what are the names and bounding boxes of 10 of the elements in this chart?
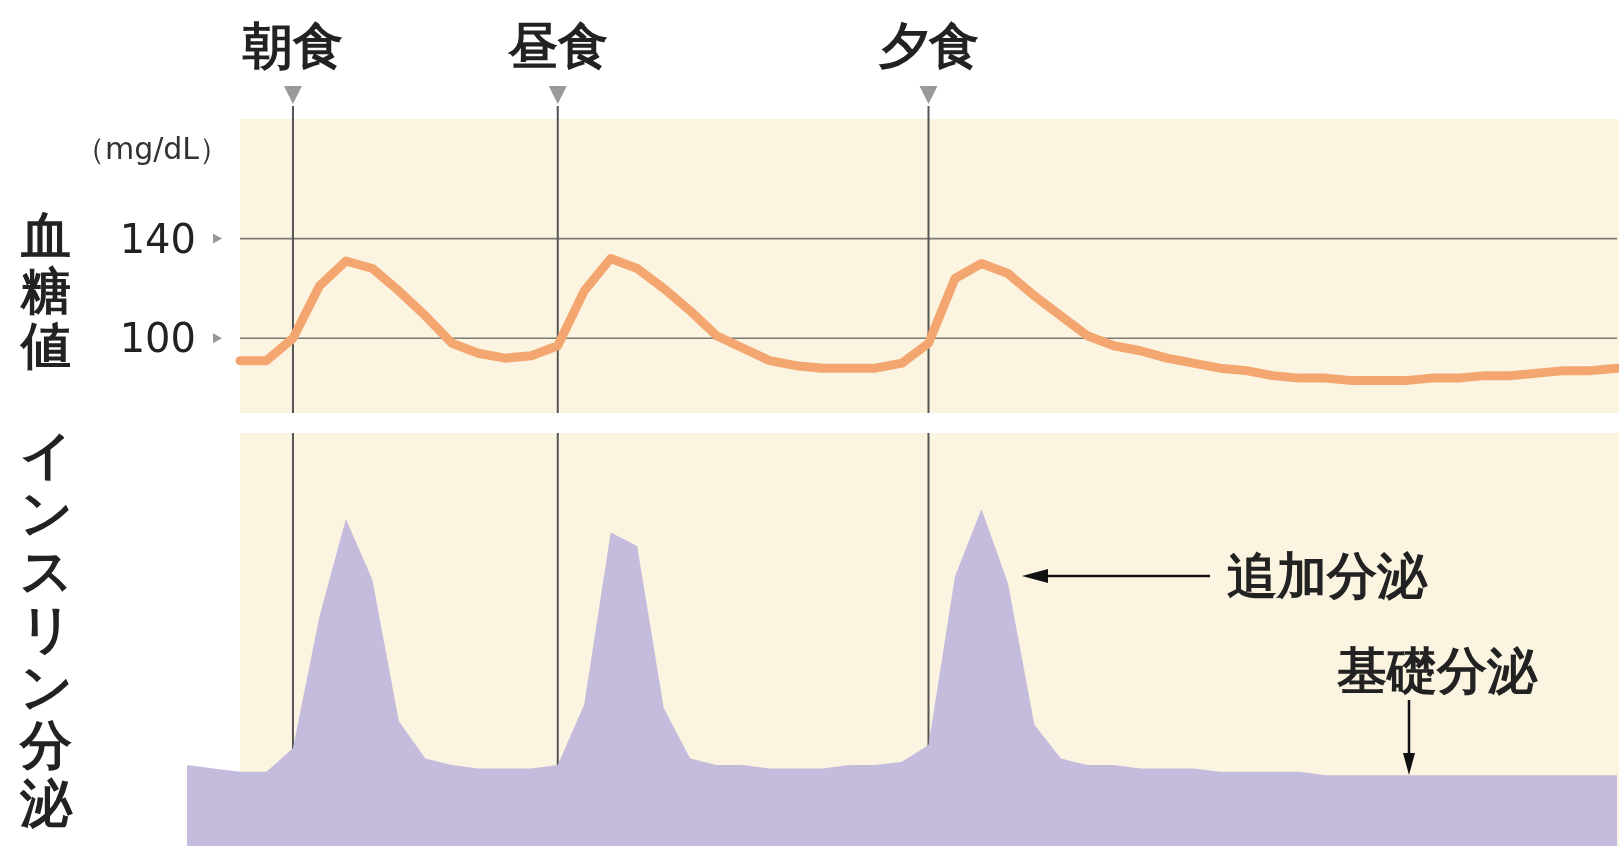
x-tick-label: 昼食 — [506, 17, 608, 75]
x-tick-label: 朝食 — [241, 17, 343, 75]
x-tick-label: 夕食 — [877, 17, 979, 75]
annotation: 基礎分泌 — [1336, 642, 1538, 700]
y-axis-title: 血糖値 — [19, 207, 71, 375]
text: （mg/dL） — [74, 130, 230, 166]
y-axis-title: インスリン分泌 — [18, 425, 73, 833]
y-tick-label: 140 — [119, 215, 196, 262]
annotation: 追加分泌 — [1227, 547, 1428, 605]
y-tick-label: 100 — [119, 315, 196, 362]
